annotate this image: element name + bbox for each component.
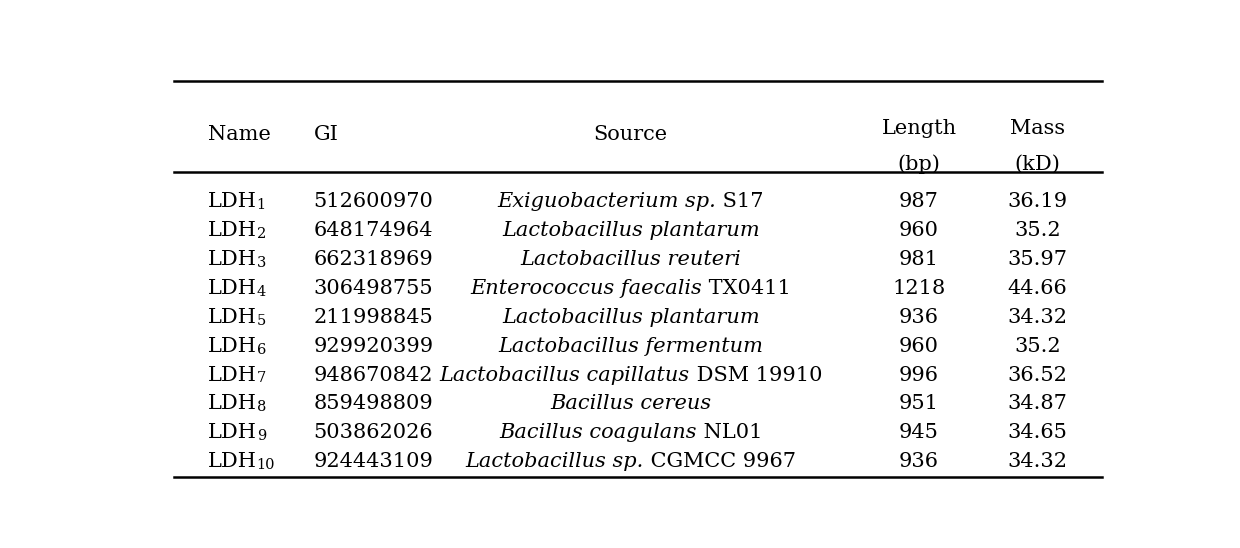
Text: Lactobacillus plantarum: Lactobacillus plantarum [502,308,760,327]
Text: LDH: LDH [208,366,257,385]
Text: 34.32: 34.32 [1007,452,1068,471]
Text: Source: Source [594,125,668,144]
Text: Mass: Mass [1009,118,1065,138]
Text: Lactobacillus plantarum: Lactobacillus plantarum [502,221,760,240]
Text: 35.2: 35.2 [1014,336,1060,356]
Text: S17: S17 [717,192,764,211]
Text: Lactobacillus capillatus: Lactobacillus capillatus [439,366,689,385]
Text: (kD): (kD) [1014,155,1060,173]
Text: GI: GI [314,125,339,144]
Text: LDH: LDH [208,279,257,298]
Text: 9: 9 [257,429,267,443]
Text: LDH: LDH [208,250,257,269]
Text: 35.2: 35.2 [1014,221,1060,240]
Text: DSM 19910: DSM 19910 [689,366,822,385]
Text: 1218: 1218 [893,279,946,298]
Text: 211998845: 211998845 [314,308,433,327]
Text: 44.66: 44.66 [1007,279,1068,298]
Text: Lactobacillus reuteri: Lactobacillus reuteri [521,250,742,269]
Text: Bacillus cereus: Bacillus cereus [551,395,712,413]
Text: 945: 945 [899,424,939,442]
Text: NL01: NL01 [697,424,763,442]
Text: 34.87: 34.87 [1007,395,1068,413]
Text: Exiguobacterium sp.: Exiguobacterium sp. [497,192,717,211]
Text: (bp): (bp) [898,155,940,174]
Text: Length: Length [882,118,956,138]
Text: Lactobacillus fermentum: Lactobacillus fermentum [498,336,763,356]
Text: 7: 7 [257,372,267,385]
Text: CGMCC 9967: CGMCC 9967 [644,452,796,471]
Text: 503862026: 503862026 [314,424,433,442]
Text: LDH: LDH [208,308,257,327]
Text: LDH: LDH [208,221,257,240]
Text: Lactobacillus sp.: Lactobacillus sp. [465,452,644,471]
Text: 936: 936 [899,452,939,471]
Text: LDH: LDH [208,424,257,442]
Text: 2: 2 [257,227,267,241]
Text: 34.32: 34.32 [1007,308,1068,327]
Text: Name: Name [208,125,270,144]
Text: 306498755: 306498755 [314,279,433,298]
Text: 929920399: 929920399 [314,336,434,356]
Text: 34.65: 34.65 [1007,424,1068,442]
Text: 6: 6 [257,342,267,357]
Text: LDH: LDH [208,452,257,471]
Text: 3: 3 [257,256,267,270]
Text: LDH: LDH [208,192,257,211]
Text: Bacillus coagulans: Bacillus coagulans [500,424,697,442]
Text: 924443109: 924443109 [314,452,434,471]
Text: LDH: LDH [208,336,257,356]
Text: 4: 4 [257,285,267,299]
Text: 996: 996 [899,366,939,385]
Text: 10: 10 [257,458,275,472]
Text: 512600970: 512600970 [314,192,434,211]
Text: 951: 951 [899,395,939,413]
Text: 960: 960 [899,221,939,240]
Text: 936: 936 [899,308,939,327]
Text: 8: 8 [257,401,267,414]
Text: Enterococcus faecalis: Enterococcus faecalis [470,279,702,298]
Text: 1: 1 [257,198,265,212]
Text: 662318969: 662318969 [314,250,433,269]
Text: LDH: LDH [208,395,257,413]
Text: 35.97: 35.97 [1007,250,1068,269]
Text: 960: 960 [899,336,939,356]
Text: 5: 5 [257,313,267,328]
Text: 36.52: 36.52 [1007,366,1068,385]
Text: 36.19: 36.19 [1007,192,1068,211]
Text: 948670842: 948670842 [314,366,433,385]
Text: 987: 987 [899,192,939,211]
Text: 648174964: 648174964 [314,221,433,240]
Text: 981: 981 [899,250,939,269]
Text: 859498809: 859498809 [314,395,433,413]
Text: TX0411: TX0411 [702,279,791,298]
